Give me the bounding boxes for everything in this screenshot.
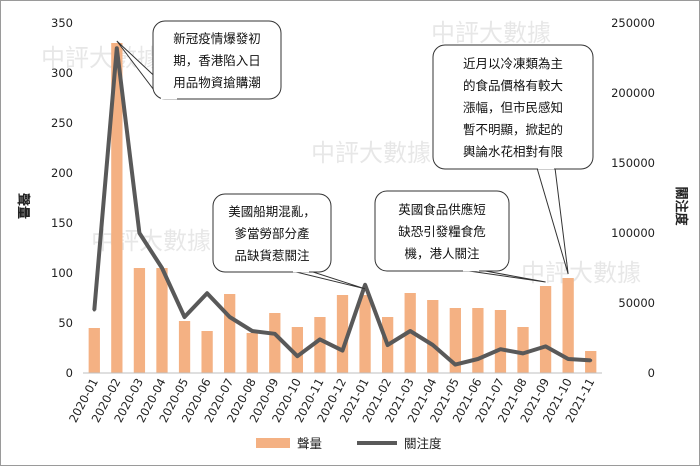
line-point (544, 344, 548, 348)
line-point (183, 315, 187, 319)
y-tick-right: 100000 (611, 226, 655, 240)
bar (472, 308, 484, 373)
y-tick-right: 200000 (611, 86, 655, 100)
bar (156, 268, 168, 373)
callout-line: 期，香港陷入日 (173, 53, 261, 68)
line-point (453, 363, 457, 367)
line-point (92, 308, 96, 312)
callout-box (432, 44, 594, 170)
bar (314, 317, 326, 373)
callout-line: 用品物資搶購潮 (173, 75, 261, 90)
y-tick-right: 250000 (611, 16, 655, 30)
bar (359, 295, 371, 373)
line-point (589, 358, 593, 362)
callout-line: 新冠疫情爆發初 (173, 31, 261, 46)
y-tick-left: 250 (51, 116, 73, 130)
bar (111, 43, 123, 373)
line-point (295, 354, 299, 358)
line-point (498, 347, 502, 351)
line-point (408, 329, 412, 333)
bar (133, 268, 146, 373)
bar (291, 327, 304, 373)
bar (539, 286, 552, 373)
y-tick-right: 0 (648, 366, 655, 380)
y-tick-right: 150000 (611, 156, 655, 170)
callout-line: 的食品價格有較大 (463, 78, 563, 93)
y-tick-left: 150 (51, 216, 73, 230)
bar (224, 294, 236, 373)
callout-box (374, 190, 510, 272)
line-point (205, 291, 209, 295)
line-point (521, 351, 525, 355)
watermark-text: 中評大數據 (431, 19, 551, 47)
bar (201, 331, 213, 373)
line-point (431, 343, 435, 347)
line-point (228, 315, 232, 319)
left-axis-ticks: 0 50 100 150 200 250 300 350 (51, 16, 73, 380)
bar (562, 278, 574, 373)
y-tick-right: 50000 (618, 296, 655, 310)
callout-line: 漲幅，但市民感知 (463, 100, 563, 115)
watermark-text: 中評大數據 (311, 139, 431, 167)
y-axis-title-left: 聲量 (15, 193, 31, 219)
callout-box (212, 193, 332, 273)
line-point (363, 283, 367, 287)
y-tick-left: 300 (51, 66, 73, 80)
legend-label-bar: 聲量 (297, 436, 322, 451)
callout-line: 機，港人關注 (404, 246, 480, 261)
callout-line: 缺恐引發糧食危 (398, 224, 486, 239)
callout-line: 輿論水花相對有限 (463, 144, 564, 159)
bar (427, 300, 439, 373)
y-tick-left: 100 (51, 266, 73, 280)
line-point (115, 46, 119, 50)
line-point (318, 337, 322, 341)
bar (517, 327, 529, 373)
line-point (273, 332, 277, 336)
legend: 聲量 關注度 (256, 436, 442, 451)
bar (269, 313, 281, 373)
bar-series (88, 43, 597, 373)
callout-box (152, 20, 282, 100)
bar (88, 328, 100, 373)
bar (449, 308, 461, 373)
callout-line: 美國船期混亂， (228, 204, 316, 219)
y-tick-left: 200 (51, 166, 73, 180)
line-point (250, 329, 254, 333)
bar (178, 321, 191, 373)
bar (336, 295, 349, 373)
y-tick-left: 50 (58, 316, 73, 330)
y-axis-title-right: 關注度 (673, 186, 689, 226)
callout-line: 品缺貨惹關注 (234, 248, 310, 263)
bar (585, 351, 597, 373)
right-axis-ticks: 0 50000 100000 150000 200000 250000 (611, 16, 655, 380)
line-point (341, 349, 344, 353)
watermark-text: 中評大數據 (521, 259, 641, 287)
callout-line: 爹當勞部分產 (234, 226, 309, 241)
legend-swatch-bar (256, 438, 290, 448)
callout-line: 英國食品供應短 (398, 202, 486, 217)
line-point (476, 357, 480, 361)
line-point (566, 357, 570, 361)
callout-line: 暫不明顯，掀起的 (463, 122, 563, 137)
y-tick-left: 0 (66, 366, 73, 380)
callout-line: 近月以冷凍類為主 (463, 56, 563, 71)
line-series (92, 46, 593, 367)
legend-label-line: 關注度 (404, 436, 442, 451)
x-axis-ticks: 2020-012020-022020-032020-042020-052020-… (66, 376, 597, 425)
line-point (386, 343, 390, 347)
callout-tail (291, 270, 366, 290)
bar (494, 310, 507, 373)
line-point (137, 231, 141, 235)
bar (246, 333, 258, 373)
line-point (160, 266, 164, 270)
y-tick-left: 350 (51, 16, 73, 30)
